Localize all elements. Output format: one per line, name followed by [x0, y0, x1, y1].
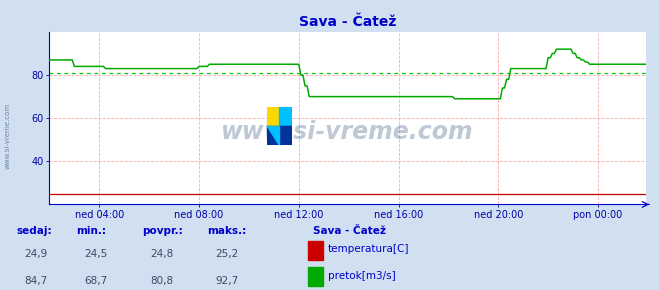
- Text: 24,5: 24,5: [84, 249, 107, 259]
- Text: www.si-vreme.com: www.si-vreme.com: [221, 120, 474, 144]
- Polygon shape: [279, 126, 292, 145]
- Text: 92,7: 92,7: [215, 276, 239, 286]
- Text: maks.:: maks.:: [208, 226, 247, 236]
- Text: 24,8: 24,8: [150, 249, 173, 259]
- Text: Sava - Čatež: Sava - Čatež: [313, 226, 386, 236]
- Polygon shape: [267, 126, 279, 145]
- Text: sedaj:: sedaj:: [16, 226, 52, 236]
- Text: 80,8: 80,8: [150, 276, 173, 286]
- Text: 84,7: 84,7: [24, 276, 48, 286]
- Text: pretok[m3/s]: pretok[m3/s]: [328, 271, 396, 281]
- Text: min.:: min.:: [76, 226, 106, 236]
- Bar: [279, 107, 292, 126]
- FancyBboxPatch shape: [308, 267, 323, 286]
- Text: 24,9: 24,9: [24, 249, 48, 259]
- FancyBboxPatch shape: [308, 241, 323, 260]
- Bar: [267, 107, 279, 126]
- Polygon shape: [267, 126, 292, 145]
- Text: 25,2: 25,2: [215, 249, 239, 259]
- Text: www.si-vreme.com: www.si-vreme.com: [5, 103, 11, 169]
- Text: temperatura[C]: temperatura[C]: [328, 244, 410, 254]
- Text: 68,7: 68,7: [84, 276, 107, 286]
- Text: povpr.:: povpr.:: [142, 226, 183, 236]
- Title: Sava - Čatež: Sava - Čatež: [299, 15, 396, 29]
